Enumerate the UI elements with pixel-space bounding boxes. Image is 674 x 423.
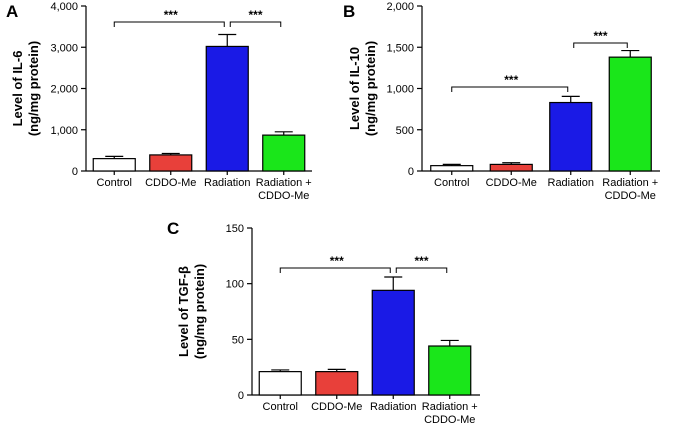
bar-a-2 bbox=[149, 154, 193, 172]
y-axis-label-a: Level of IL-6 bbox=[10, 51, 25, 127]
significance-bracket-a bbox=[113, 21, 225, 27]
chart-panel-c: C Level of TGF-β (ng/mg protein) 0 50 100 150 C… bbox=[167, 219, 480, 423]
y-tick-label-a: 1,000 bbox=[50, 125, 78, 137]
y-axis-label-c: Level of TGF-β bbox=[176, 266, 191, 357]
x-tick-label-a: Radiation + bbox=[256, 177, 312, 189]
y-tick-label-c: 100 bbox=[226, 279, 244, 291]
x-tick-label-c: Radiation bbox=[370, 401, 416, 413]
x-tick-label-b: CDDO-Me bbox=[486, 177, 537, 189]
bar-c-4 bbox=[428, 345, 472, 396]
y-tick-label-b: 2,000 bbox=[386, 1, 414, 13]
bar-b-3 bbox=[549, 101, 593, 172]
bar-c-2 bbox=[315, 371, 359, 396]
bar-c-1 bbox=[258, 371, 302, 396]
bar-a-3 bbox=[205, 45, 249, 172]
significance-label-c: *** bbox=[330, 254, 344, 268]
panel-letter-b: B bbox=[343, 2, 355, 21]
bar-a-1 bbox=[92, 158, 136, 172]
x-tick-label-a: CDDO-Me bbox=[258, 190, 309, 202]
bar-b-2 bbox=[489, 163, 533, 172]
panel-letter-c: C bbox=[167, 219, 179, 238]
x-tick-label-a: Control bbox=[97, 177, 132, 189]
y-axis-label-a: (ng/mg protein) bbox=[26, 41, 41, 136]
y-tick-label-b: 500 bbox=[396, 125, 414, 137]
panel-letter-a: A bbox=[6, 2, 18, 21]
x-tick-label-c: Radiation + bbox=[422, 401, 478, 413]
x-tick-label-a: Radiation bbox=[204, 177, 250, 189]
chart-panel-b: B Level of IL-10 (ng/mg protein) 0 500 1,000 1… bbox=[343, 1, 660, 202]
x-tick-label-b: CDDO-Me bbox=[605, 190, 656, 202]
significance-label-b: *** bbox=[593, 29, 607, 43]
y-tick-label-c: 150 bbox=[226, 223, 244, 235]
y-tick-label-a: 3,000 bbox=[50, 42, 78, 54]
x-tick-label-c: CDDO-Me bbox=[424, 414, 475, 423]
y-tick-label-c: 50 bbox=[232, 334, 244, 346]
y-tick-label-b: 1,500 bbox=[386, 42, 414, 54]
significance-bracket-c bbox=[395, 267, 448, 273]
x-tick-label-c: CDDO-Me bbox=[311, 401, 362, 413]
y-axis-label-b: (ng/mg protein) bbox=[363, 41, 378, 136]
y-tick-label-a: 2,000 bbox=[50, 84, 78, 96]
y-tick-label-b: 0 bbox=[408, 166, 414, 178]
x-tick-label-b: Control bbox=[434, 177, 469, 189]
y-axis-label-c: (ng/mg protein) bbox=[192, 264, 207, 359]
x-tick-label-b: Radiation bbox=[548, 177, 594, 189]
x-tick-label-c: Control bbox=[263, 401, 298, 413]
significance-label-a: *** bbox=[248, 8, 262, 22]
y-tick-label-c: 0 bbox=[238, 390, 244, 402]
bar-a-4 bbox=[262, 134, 306, 172]
significance-bracket-b bbox=[573, 42, 628, 48]
significance-label-c: *** bbox=[414, 254, 428, 268]
bar-b-4 bbox=[608, 56, 652, 172]
significance-label-b: *** bbox=[504, 73, 518, 87]
y-axis-label-b: Level of IL-10 bbox=[347, 47, 362, 130]
y-tick-label-a: 0 bbox=[72, 166, 78, 178]
bar-b-1 bbox=[430, 165, 474, 172]
bar-c-3 bbox=[371, 289, 415, 396]
significance-label-a: *** bbox=[164, 8, 178, 22]
significance-bracket-c bbox=[279, 267, 391, 273]
significance-bracket-b bbox=[451, 86, 569, 92]
y-tick-label-a: 4,000 bbox=[50, 1, 78, 13]
significance-bracket-a bbox=[229, 21, 282, 27]
x-tick-label-b: Radiation + bbox=[602, 177, 658, 189]
chart-panel-a: A Level of IL-6 (ng/mg protein) 0 1,000 2,000… bbox=[6, 1, 312, 202]
y-tick-label-b: 1,000 bbox=[386, 84, 414, 96]
x-tick-label-a: CDDO-Me bbox=[145, 177, 196, 189]
